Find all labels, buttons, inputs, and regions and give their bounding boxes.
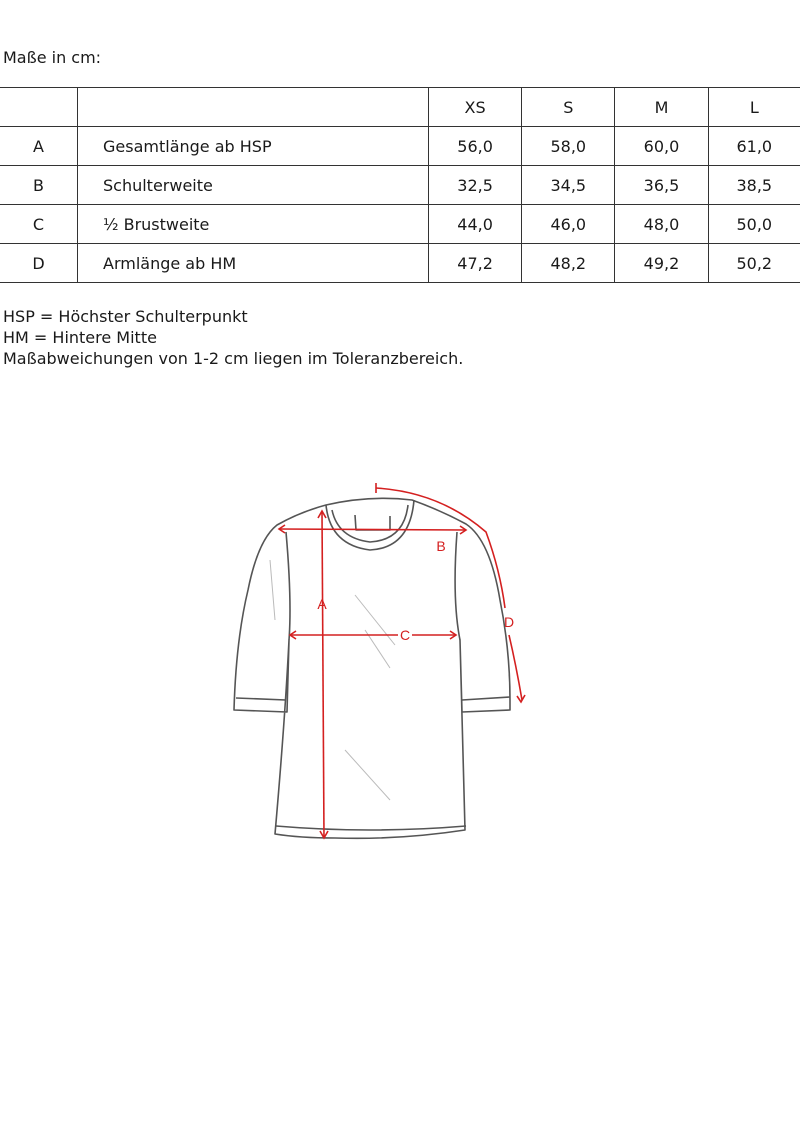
measure-label-d: D bbox=[504, 614, 514, 630]
measure-a-line bbox=[321, 511, 325, 839]
cell: 34,5 bbox=[521, 165, 616, 205]
measurement-lines bbox=[277, 483, 526, 840]
measure-label-a: A bbox=[317, 596, 327, 612]
measure-b-line bbox=[278, 528, 467, 531]
cell: 50,2 bbox=[707, 243, 800, 283]
row-code: C bbox=[0, 204, 78, 244]
cell: 49,2 bbox=[614, 243, 709, 283]
header-xs: XS bbox=[427, 87, 523, 127]
sketch-shading bbox=[269, 559, 396, 801]
measure-label-b: B bbox=[436, 538, 445, 554]
cell: 32,5 bbox=[427, 165, 523, 205]
cell: 46,0 bbox=[521, 204, 616, 244]
cell: 60,0 bbox=[614, 126, 709, 166]
table-row: A Gesamtlänge ab HSP 56,0 58,0 60,0 61,0 bbox=[0, 126, 800, 166]
notes: HSP = Höchster Schulterpunkt HM = Hinter… bbox=[3, 306, 463, 369]
row-code: D bbox=[0, 243, 78, 283]
header-l: L bbox=[707, 87, 800, 127]
header-m: M bbox=[614, 87, 709, 127]
cell: 47,2 bbox=[427, 243, 523, 283]
measure-label-c: C bbox=[400, 627, 410, 643]
table-row: D Armlänge ab HM 47,2 48,2 49,2 50,2 bbox=[0, 243, 800, 283]
row-code: B bbox=[0, 165, 78, 205]
cell: 48,0 bbox=[614, 204, 709, 244]
cell: 50,0 bbox=[707, 204, 800, 244]
row-name: Gesamtlänge ab HSP bbox=[77, 126, 429, 166]
page-title: Maße in cm: bbox=[3, 48, 102, 67]
table-row: C ½ Brustweite 44,0 46,0 48,0 50,0 bbox=[0, 204, 800, 244]
cell: 48,2 bbox=[521, 243, 616, 283]
header-cell bbox=[77, 87, 429, 127]
row-code: A bbox=[0, 126, 78, 166]
cell: 36,5 bbox=[614, 165, 709, 205]
row-name: ½ Brustweite bbox=[77, 204, 429, 244]
measure-d-line bbox=[375, 487, 523, 701]
note-tolerance: Maßabweichungen von 1-2 cm liegen im Tol… bbox=[3, 349, 464, 368]
cell: 44,0 bbox=[427, 204, 523, 244]
note-hsp: HSP = Höchster Schulterpunkt bbox=[3, 307, 248, 326]
cell: 56,0 bbox=[427, 126, 523, 166]
table-header-row: XS S M L bbox=[0, 87, 800, 127]
tshirt-outline bbox=[233, 497, 511, 840]
size-table: XS S M L A Gesamtlänge ab HSP 56,0 58,0 … bbox=[0, 87, 800, 283]
row-name: Armlänge ab HM bbox=[77, 243, 429, 283]
cell: 38,5 bbox=[707, 165, 800, 205]
note-hm: HM = Hintere Mitte bbox=[3, 328, 157, 347]
